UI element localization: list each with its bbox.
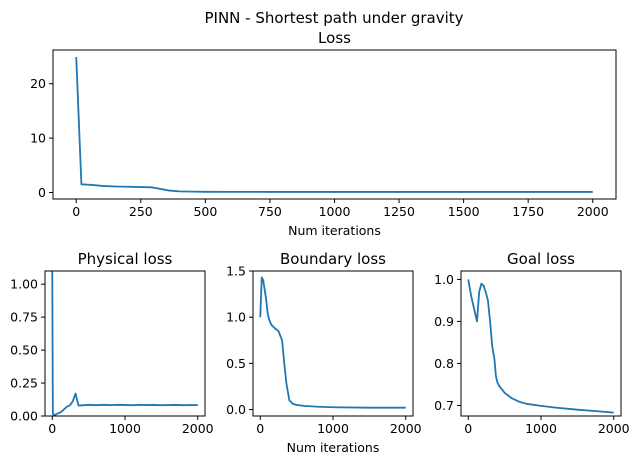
goal-loss-title: Goal loss	[507, 250, 575, 268]
goal-loss-y-tick-label: 0.7	[434, 398, 454, 413]
chart-boundary-loss: 0 1000 2000 0.0 0.5 1.0 1.5 Boundary loss Num it…	[226, 250, 422, 455]
goal-loss-series-line	[467, 279, 614, 414]
goal-loss-x-tick-label: 2000	[598, 421, 630, 436]
physical-loss-y-tick-label: 0.75	[10, 310, 38, 325]
loss-y-tick-label: 20	[30, 76, 46, 91]
boundary-loss-x-tick-label: 0	[256, 421, 264, 436]
boundary-loss-x-axis-label: Num iterations	[287, 440, 380, 455]
loss-x-tick-label: 1250	[383, 204, 415, 219]
physical-loss-x-tick-label: 0	[48, 421, 56, 436]
goal-loss-y-tick-label: 0.9	[434, 314, 454, 329]
loss-x-tick-label: 0	[72, 204, 80, 219]
physical-loss-y-tick-label: 0.25	[10, 376, 38, 391]
physical-loss-x-tick-label: 1000	[109, 421, 141, 436]
chart-loss: 0 250 500 750 1000 1250 1500 1750 2000 0 10 20 Loss N…	[30, 29, 617, 238]
boundary-loss-axes-frame	[252, 270, 414, 417]
physical-loss-x-tick-label: 2000	[182, 421, 214, 436]
boundary-loss-y-tick-label: 1.0	[226, 310, 246, 325]
boundary-loss-y-tick-label: 1.5	[226, 264, 246, 279]
boundary-loss-x-tick-label: 1000	[317, 421, 349, 436]
loss-x-tick-label: 250	[129, 204, 153, 219]
loss-x-tick-label: 750	[258, 204, 282, 219]
loss-x-tick-label: 1500	[448, 204, 480, 219]
loss-y-tick-label: 10	[30, 131, 46, 146]
goal-loss-y-tick-label: 1.0	[434, 272, 454, 287]
loss-axes-frame	[52, 49, 617, 200]
boundary-loss-x-tick-label: 2000	[390, 421, 422, 436]
chart-physical-loss: 0 1000 2000 0.00 0.25 0.50 0.75 1.00 Physical lo…	[10, 250, 214, 436]
loss-series-line	[75, 57, 593, 193]
chart-goal-loss: 0 1000 2000 0.7 0.8 0.9 1.0 Goal loss	[434, 250, 630, 436]
goal-loss-y-tick-label: 0.8	[434, 356, 454, 371]
physical-loss-y-tick-label: 0.00	[10, 409, 38, 424]
goal-loss-x-tick-label: 0	[464, 421, 472, 436]
loss-x-tick-label: 2000	[577, 204, 609, 219]
loss-x-tick-label: 1000	[319, 204, 351, 219]
boundary-loss-y-tick-label: 0.0	[226, 402, 246, 417]
loss-title: Loss	[318, 29, 351, 47]
physical-loss-y-tick-label: 1.00	[10, 277, 38, 292]
physical-loss-axes-frame	[44, 270, 206, 417]
boundary-loss-series-line	[259, 276, 406, 409]
goal-loss-x-tick-label: 1000	[525, 421, 557, 436]
loss-x-tick-label: 500	[193, 204, 217, 219]
figure-suptitle: PINN - Shortest path under gravity	[204, 9, 463, 27]
loss-x-tick-label: 1750	[512, 204, 544, 219]
loss-x-axis-label: Num iterations	[288, 223, 381, 238]
boundary-loss-title: Boundary loss	[280, 250, 386, 268]
boundary-loss-y-tick-label: 0.5	[226, 356, 246, 371]
loss-y-tick-label: 0	[38, 185, 46, 200]
physical-loss-series-line	[51, 271, 198, 416]
physical-loss-y-tick-label: 0.50	[10, 343, 38, 358]
physical-loss-title: Physical loss	[78, 250, 173, 268]
